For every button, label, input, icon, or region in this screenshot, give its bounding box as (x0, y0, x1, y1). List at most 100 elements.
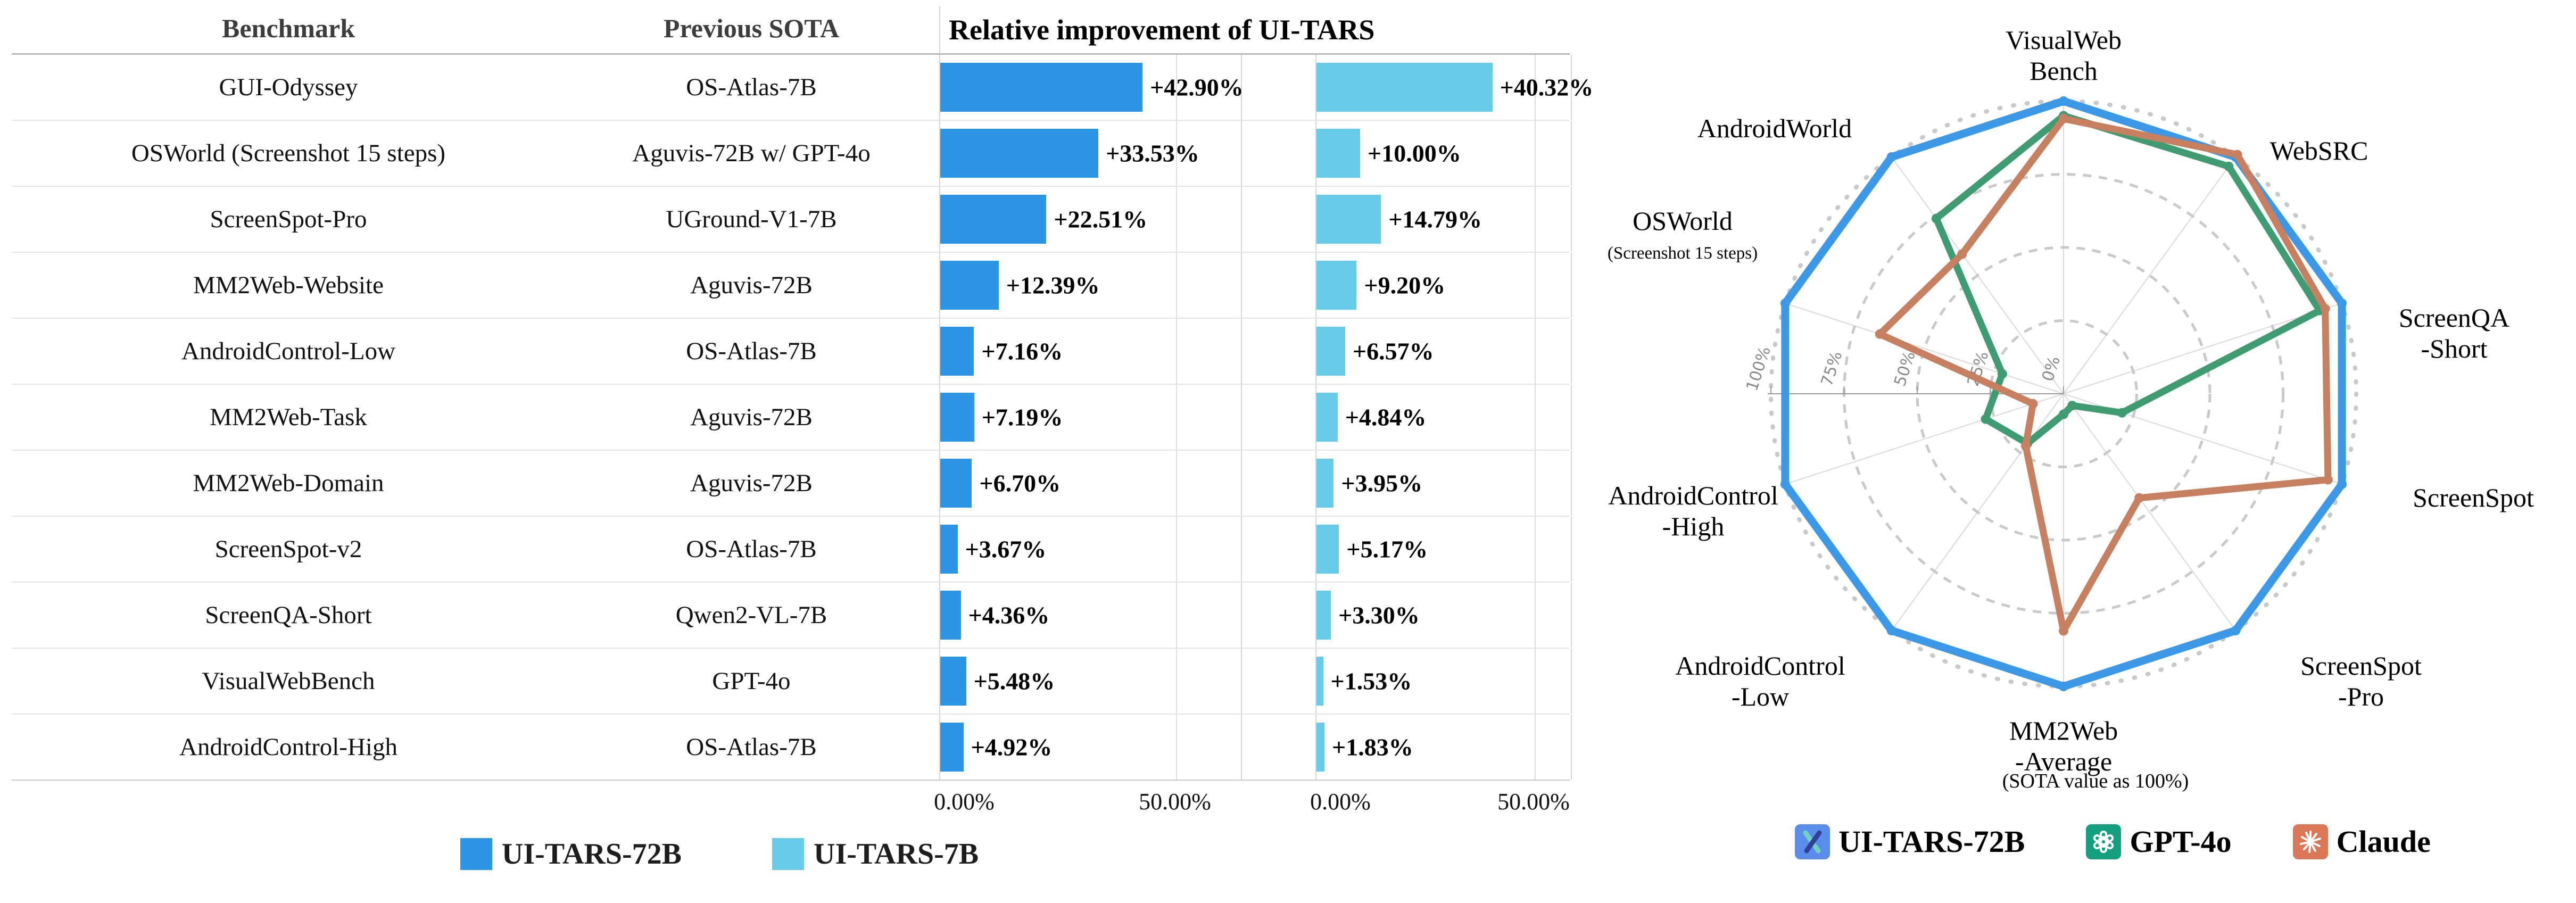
bar-value-label: +12.39% (1006, 271, 1100, 299)
tars7b-bar: +3.95% (1316, 459, 1422, 508)
bar-panel-tars7b: +5.17% (1315, 517, 1572, 582)
gridline-50pct (1535, 187, 1536, 252)
radar-axis-label: WebSRC (2270, 136, 2368, 165)
legend-label: GPT-4o (2130, 824, 2232, 859)
bar-panel-tars7b: +1.53% (1315, 649, 1572, 714)
previous-sota-cell: Qwen2-VL-7B (675, 601, 827, 629)
bar-panel-tars72b: +4.92% (939, 715, 1242, 780)
ui-tars-7b-swatch-icon (772, 838, 804, 870)
bar-panel-tars72b: +6.70% (939, 451, 1242, 516)
radar-gridline-ring (1916, 246, 2211, 542)
radar-vertex-dot (2059, 114, 2068, 123)
tars72b-bar: +3.67% (940, 525, 1046, 574)
axis-tick-p1-50: 50.00% (1139, 789, 1211, 815)
previous-sota-cell: OS-Atlas-7B (686, 535, 817, 563)
radar-axis-label: MM2Web (2009, 716, 2118, 745)
bar-value-label: +4.84% (1345, 403, 1427, 431)
bar-value-label: +3.67% (965, 535, 1047, 563)
radar-axis-label: -High (1662, 511, 1725, 541)
claude-starburst-icon (2292, 824, 2328, 859)
bar-panel-tars7b: +3.30% (1315, 583, 1572, 648)
bar-value-label: +40.32% (1500, 73, 1594, 101)
gridline-50pct (1176, 121, 1177, 186)
tars7b-bar: +10.00% (1316, 129, 1461, 178)
radar-vertex-dot (2231, 626, 2241, 635)
benchmark-cell: ScreenSpot-Pro (210, 205, 367, 233)
tars72b-bar: +7.16% (940, 327, 1063, 376)
bar-panel-tars7b: +40.32% (1315, 55, 1593, 120)
bar-value-label: +22.51% (1054, 205, 1148, 233)
radar-axis-label: -Short (2421, 334, 2488, 363)
legend-item-ui-tars-72b: UI-TARS-72B (1795, 824, 2025, 859)
previous-sota-cell: Aguvis-72B (690, 271, 813, 299)
radar-vertex-dot (2224, 161, 2234, 171)
radar-note: (SOTA value as 100%) (2002, 770, 2189, 792)
benchmark-cell: MM2Web-Task (210, 403, 367, 431)
radar-axis-label: AndroidControl (1675, 651, 1845, 681)
legend-item-gpt-4o: GPT-4o (2086, 824, 2232, 859)
bar-axis-row: 0.00% 50.00% 0.00% 50.00% (12, 781, 1570, 823)
tars7b-bar: +40.32% (1316, 63, 1593, 112)
tars72b-bar: +42.90% (940, 63, 1244, 112)
previous-sota-cell: Aguvis-72B w/ GPT-4o (632, 139, 871, 167)
gridline-50pct (1535, 451, 1536, 516)
ui-tars-logo-icon (1795, 824, 1830, 859)
gridline-50pct (1176, 583, 1177, 648)
radar-axis-label: AndroidWorld (1697, 113, 1852, 143)
radar-spoke (1785, 393, 2064, 485)
table-body: GUI-Odyssey OS-Atlas-7B +42.90% +40.32% OSWo… (12, 55, 1593, 781)
table-row: AndroidControl-High OS-Atlas-7B +4.92% +1.8… (12, 714, 1572, 780)
table-row: ScreenQA-Short Qwen2-VL-7B +4.36% +3.30% (12, 582, 1572, 648)
gridline-50pct (1176, 517, 1177, 582)
radar-chart: 100% 75% 50% 25% 0% VisualWeb Bench WebSRC Scree… (1570, 0, 2576, 903)
bar-panel-tars72b: +22.51% (939, 187, 1242, 252)
bar-panel-tars7b: +14.79% (1315, 187, 1572, 252)
radar-vertex-dot (2020, 441, 2031, 451)
table-legend: UI-TARS-72B UI-TARS-7B (12, 837, 1427, 871)
previous-sota-cell: GPT-4o (712, 667, 791, 695)
tars72b-bar: +22.51% (940, 195, 1147, 244)
radar-spoke (2063, 393, 2237, 631)
radar-axis-label: OSWorld (1633, 206, 1733, 236)
bar-panel-tars7b: +4.84% (1315, 385, 1572, 450)
radar-vertex-dot (1886, 152, 1896, 162)
bar-panel-tars72b: +12.39% (939, 253, 1242, 318)
bar-panel-tars7b: +6.57% (1315, 319, 1572, 384)
gridline-50pct (1176, 55, 1177, 120)
legend-label: UI-TARS-72B (1838, 824, 2025, 859)
bar-value-label: +5.48% (973, 667, 1055, 695)
radar-axis-label: ScreenSpot (2413, 483, 2534, 512)
radar-axis-label: ScreenSpot (2300, 651, 2422, 681)
bar-value-label: +3.30% (1338, 601, 1420, 629)
gridline-50pct (1176, 715, 1177, 780)
radar-vertex-dot (1780, 479, 1790, 489)
tars72b-bar: +4.36% (940, 591, 1049, 640)
tars7b-bar: +5.17% (1316, 525, 1428, 574)
tars72b-bar: +4.92% (940, 723, 1052, 772)
gridline-50pct (1176, 385, 1177, 450)
benchmark-cell: MM2Web-Website (193, 271, 384, 299)
gridline-50pct (1535, 715, 1536, 780)
bar-value-label: +6.70% (979, 469, 1061, 497)
header-benchmark: Benchmark (222, 13, 355, 43)
bar-value-label: +1.83% (1332, 733, 1413, 761)
benchmark-cell: ScreenQA-Short (205, 601, 372, 629)
benchmark-table: Benchmark Previous SOTA Relative improve… (12, 6, 1593, 871)
gridline-50pct (1535, 583, 1536, 648)
radar-axis-label: AndroidControl (1608, 481, 1778, 510)
gridline-50pct (1176, 451, 1177, 516)
gridline-50pct (1535, 649, 1536, 714)
radar-vertex-dot (2067, 401, 2077, 411)
table-row: VisualWebBench GPT-4o +5.48% +1.53% (12, 648, 1572, 714)
table-row: MM2Web-Domain Aguvis-72B +6.70% +3.95% (12, 450, 1572, 516)
ui-tars-72b-swatch-icon (460, 838, 492, 870)
radar-vertex-dot (1886, 626, 1896, 635)
tars72b-bar: +5.48% (940, 657, 1055, 706)
previous-sota-cell: OS-Atlas-7B (686, 733, 817, 761)
bar-panel-tars72b: +4.36% (939, 583, 1242, 648)
legend-item-claude: Claude (2292, 824, 2431, 859)
gridline-50pct (1535, 55, 1536, 120)
benchmark-cell: MM2Web-Domain (193, 469, 384, 497)
table-row: MM2Web-Task Aguvis-72B +7.19% +4.84% (12, 384, 1572, 450)
table-row: AndroidControl-Low OS-Atlas-7B +7.16% +6.57… (12, 318, 1572, 384)
